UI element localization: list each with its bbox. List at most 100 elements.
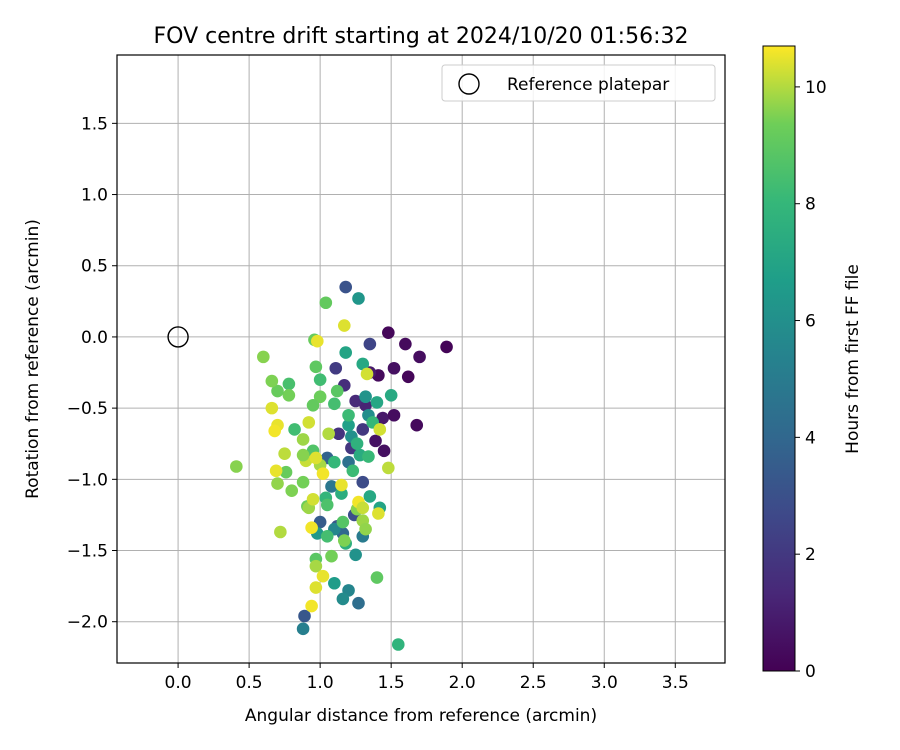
data-point	[309, 559, 323, 573]
data-point	[356, 475, 370, 489]
grid-lines	[117, 55, 725, 663]
data-point	[329, 361, 343, 375]
data-point	[376, 411, 389, 425]
reference-marker	[167, 326, 189, 348]
data-point	[337, 319, 351, 332]
data-point	[320, 498, 334, 512]
data-point	[342, 408, 355, 422]
colorbar-tick-label: 10	[805, 78, 827, 98]
data-point	[328, 455, 341, 469]
data-point	[316, 467, 330, 480]
data-point	[362, 450, 375, 463]
data-point	[298, 609, 311, 623]
plot-area-frame	[116, 54, 726, 664]
y-axis-ticks: −2.0 −1.5 −1.0 −0.5 0.0 0.5 1.0 1.5	[67, 114, 117, 633]
data-point	[330, 384, 344, 398]
data-point	[305, 599, 318, 613]
x-tick-label: 0.5	[236, 673, 263, 693]
data-points	[167, 280, 453, 651]
x-tick-label: 1.0	[307, 673, 334, 693]
y-tick-label: −0.5	[67, 399, 108, 419]
data-point	[302, 416, 316, 429]
data-point	[369, 434, 382, 448]
data-point	[359, 390, 372, 404]
y-tick-label: −2.0	[67, 613, 108, 633]
data-point	[373, 423, 387, 436]
data-point	[413, 350, 426, 364]
data-point	[382, 326, 395, 339]
data-point	[440, 340, 453, 354]
data-point	[356, 357, 370, 371]
data-point	[296, 433, 310, 446]
data-point	[372, 507, 385, 520]
data-point	[282, 377, 296, 391]
data-point	[285, 484, 299, 498]
data-point	[332, 427, 345, 441]
colorbar-ticks: 0 2 4 6 8 10	[795, 78, 827, 682]
data-point	[359, 522, 372, 536]
colorbar-tick-label: 8	[805, 195, 816, 215]
y-tick-label: 1.0	[81, 186, 108, 206]
data-point	[316, 569, 330, 583]
data-point	[325, 480, 338, 493]
y-tick-label: −1.5	[67, 542, 108, 562]
data-point	[269, 464, 283, 478]
data-point	[305, 521, 318, 535]
data-point	[328, 397, 341, 411]
data-point	[363, 490, 377, 503]
data-point	[350, 437, 364, 451]
data-point	[336, 592, 350, 606]
x-tick-label: 3.5	[662, 673, 689, 693]
data-point	[352, 596, 365, 610]
data-point	[265, 401, 279, 415]
legend-box	[441, 64, 716, 102]
data-point	[322, 427, 335, 441]
data-point	[296, 475, 310, 489]
y-tick-label: 1.5	[81, 114, 108, 134]
x-tick-label: 2.0	[449, 673, 476, 693]
colorbar-gradient	[762, 45, 796, 672]
data-point	[356, 423, 370, 436]
data-point	[309, 451, 323, 465]
colorbar-tick-label: 2	[805, 545, 816, 565]
data-point	[268, 424, 281, 438]
data-point	[320, 529, 334, 543]
data-point	[296, 448, 310, 462]
data-point	[282, 389, 296, 402]
colorbar-tick-label: 6	[805, 312, 816, 332]
data-point	[288, 423, 301, 436]
data-point	[399, 337, 412, 351]
data-point	[313, 373, 327, 386]
data-point	[257, 350, 270, 364]
data-point	[309, 581, 323, 594]
colorbar: 0 2 4 6 8 10 Hours from first FF file	[762, 45, 863, 682]
x-axis-ticks: 0.0 0.5 1.0 1.5 2.0 2.5 3.0 3.5	[165, 663, 689, 693]
legend-marker	[458, 73, 480, 95]
data-point	[230, 460, 243, 473]
data-point	[296, 622, 310, 636]
legend: Reference platepar	[441, 64, 716, 102]
data-point	[387, 361, 401, 375]
data-point	[346, 464, 360, 478]
data-point	[339, 346, 353, 359]
y-tick-label: 0.5	[81, 257, 108, 277]
x-tick-label: 3.0	[591, 673, 618, 693]
data-point	[401, 370, 415, 384]
x-tick-label: 1.5	[378, 673, 405, 693]
data-point	[335, 478, 348, 492]
data-point	[349, 548, 362, 562]
data-point	[382, 461, 395, 475]
data-point	[360, 367, 374, 381]
data-point	[325, 549, 338, 563]
data-point	[363, 337, 377, 351]
x-tick-label: 2.5	[520, 673, 547, 693]
colorbar-tick-label: 4	[805, 428, 816, 448]
colorbar-tick-label: 0	[805, 662, 816, 682]
data-point	[377, 444, 391, 458]
data-point	[410, 418, 424, 432]
data-point	[306, 398, 320, 412]
data-point	[271, 477, 284, 490]
data-point	[384, 389, 398, 402]
legend-entry-reference: Reference platepar	[507, 75, 669, 95]
